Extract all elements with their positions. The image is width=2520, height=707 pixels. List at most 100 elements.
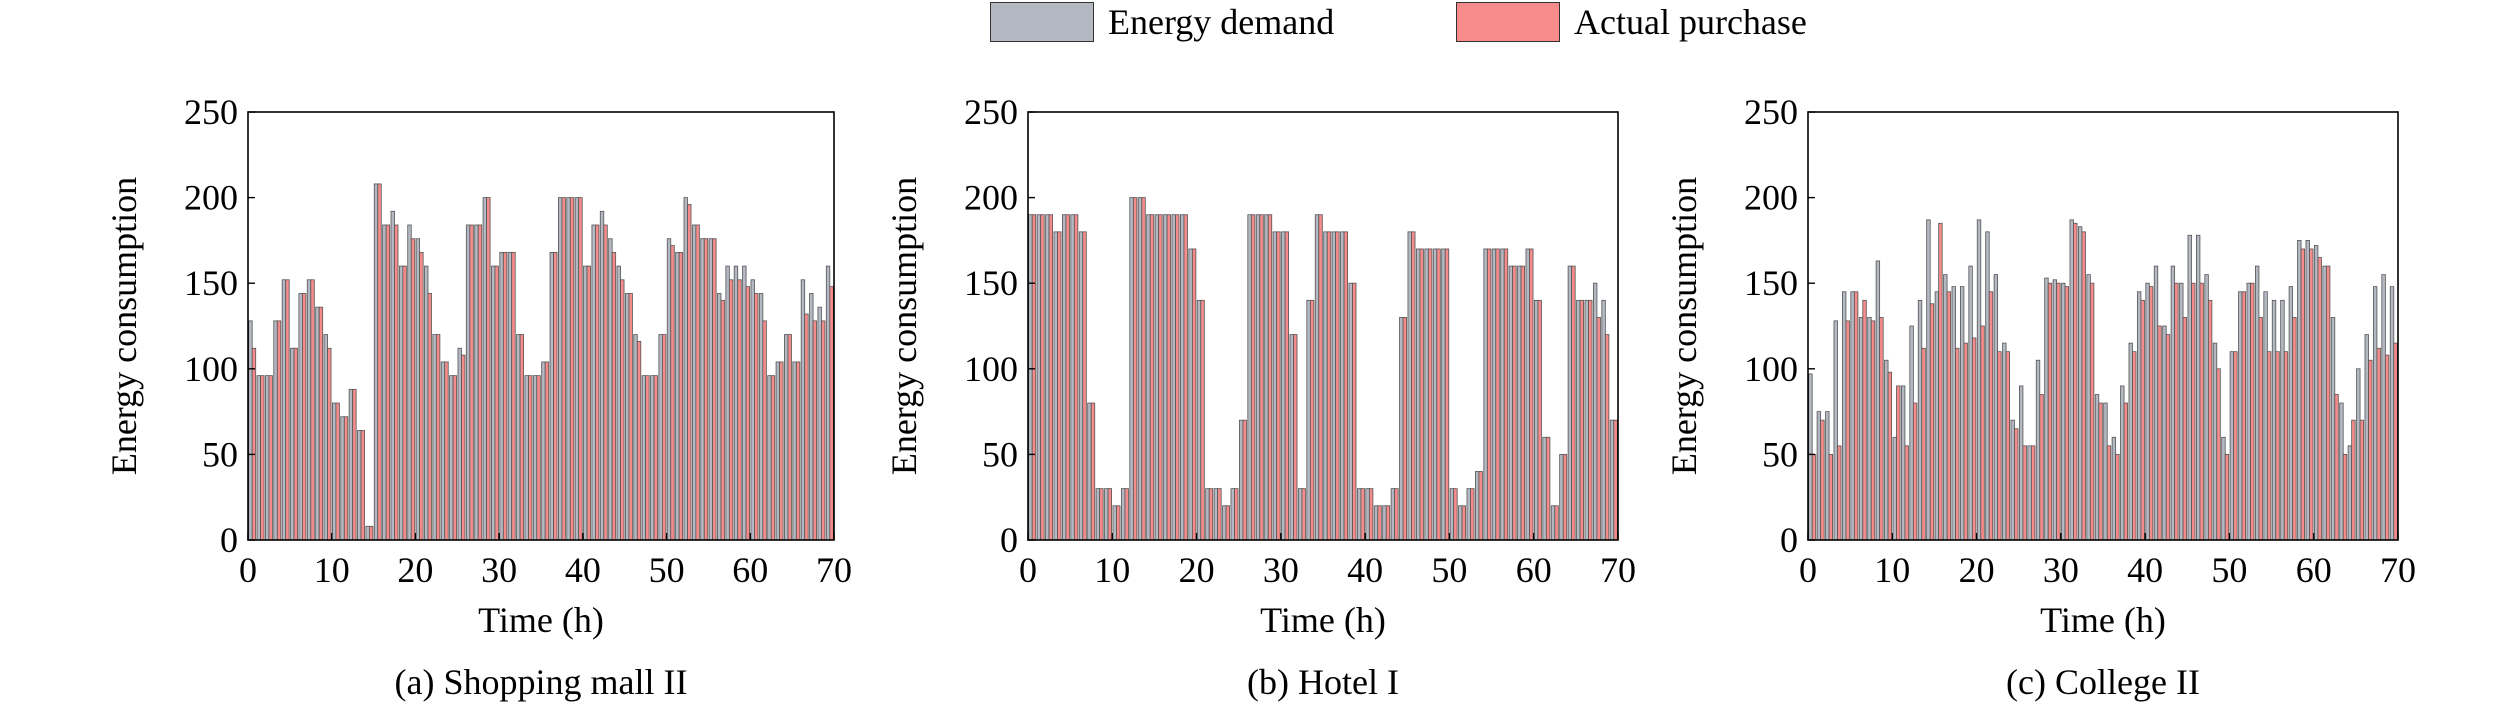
bar-demand bbox=[440, 361, 446, 541]
x-tick-label: 70 bbox=[816, 550, 852, 590]
bar-purchase bbox=[511, 251, 516, 541]
bar-purchase bbox=[1478, 471, 1483, 541]
bar-purchase bbox=[1259, 214, 1264, 541]
bar-purchase bbox=[687, 204, 692, 541]
bar-purchase bbox=[343, 416, 349, 541]
bar-demand bbox=[2027, 445, 2032, 541]
bar-purchase bbox=[1124, 488, 1129, 541]
bar-purchase bbox=[1537, 299, 1542, 541]
bar-demand bbox=[2044, 277, 2049, 541]
bar-purchase bbox=[1225, 505, 1231, 541]
y-tick-label: 0 bbox=[1780, 520, 1798, 560]
bar-purchase bbox=[821, 320, 826, 541]
bar-purchase bbox=[2300, 248, 2306, 541]
bar-purchase bbox=[1436, 248, 1441, 541]
bar-purchase bbox=[1520, 265, 1526, 541]
bar-purchase bbox=[1242, 419, 1247, 541]
y-tick-label: 150 bbox=[964, 263, 1018, 303]
bar-purchase bbox=[628, 293, 633, 541]
bar-demand bbox=[1892, 436, 1897, 541]
bar-purchase bbox=[1360, 488, 1365, 541]
bar-demand bbox=[1584, 299, 1589, 541]
bar-demand bbox=[1205, 488, 1210, 541]
bar-purchase bbox=[1971, 337, 1977, 541]
bar-demand bbox=[742, 265, 747, 541]
bar-demand bbox=[1432, 248, 1438, 541]
bar-purchase bbox=[1099, 488, 1104, 541]
bar-demand bbox=[290, 347, 295, 541]
bar-demand bbox=[2229, 351, 2235, 541]
bar-purchase bbox=[561, 197, 566, 541]
bar-demand bbox=[566, 197, 571, 541]
bar-demand bbox=[449, 375, 454, 541]
bar-demand bbox=[331, 402, 337, 541]
bar-purchase bbox=[1571, 265, 1576, 541]
bar-purchase bbox=[1107, 488, 1113, 541]
bar-purchase bbox=[1938, 222, 1943, 541]
bar-demand bbox=[784, 334, 789, 541]
y-tick-label: 250 bbox=[1744, 92, 1798, 132]
x-tick-label: 40 bbox=[1347, 550, 1383, 590]
bar-demand bbox=[390, 210, 395, 541]
bar-purchase bbox=[1453, 488, 1458, 541]
bar-purchase bbox=[2165, 334, 2171, 541]
bar-demand bbox=[524, 375, 529, 541]
x-tick-label: 30 bbox=[1263, 550, 1299, 590]
bar-purchase bbox=[603, 224, 608, 541]
bar-demand bbox=[800, 279, 806, 541]
bar-demand bbox=[1213, 488, 1219, 541]
bar-demand bbox=[2018, 385, 2024, 541]
bar-demand bbox=[1331, 231, 1337, 541]
x-tick-label: 20 bbox=[1959, 550, 1995, 590]
x-tick-label: 30 bbox=[481, 550, 517, 590]
bar-demand bbox=[817, 306, 822, 541]
bar-demand bbox=[1825, 411, 1830, 541]
bar-demand bbox=[1365, 488, 1370, 541]
bar-demand bbox=[323, 334, 328, 541]
bar-demand bbox=[758, 293, 764, 541]
bar-demand bbox=[2094, 394, 2100, 541]
bar-demand bbox=[708, 238, 714, 541]
bar-purchase bbox=[829, 286, 834, 541]
bar-demand bbox=[1576, 299, 1581, 541]
bar-purchase bbox=[327, 347, 332, 541]
bar-purchase bbox=[536, 375, 541, 541]
bar-demand bbox=[1976, 219, 1982, 541]
bar-purchase bbox=[385, 224, 391, 541]
x-tick-label: 40 bbox=[565, 550, 601, 590]
bar-demand bbox=[315, 306, 320, 541]
x-tick-label: 70 bbox=[1600, 550, 1636, 590]
y-tick-label: 200 bbox=[184, 178, 238, 218]
bar-purchase bbox=[661, 334, 667, 541]
bar-purchase bbox=[1820, 419, 1825, 541]
bar-purchase bbox=[2047, 282, 2053, 541]
bar-purchase bbox=[1554, 505, 1559, 541]
y-axis-label: Energy consumption bbox=[884, 177, 924, 475]
bar-purchase bbox=[695, 224, 700, 541]
bar-demand bbox=[1816, 411, 1822, 541]
bar-demand bbox=[382, 224, 387, 541]
bar-purchase bbox=[1870, 320, 1876, 541]
bar-demand bbox=[2322, 265, 2327, 541]
bar-demand bbox=[2179, 282, 2184, 541]
bar-demand bbox=[1163, 214, 1168, 541]
bar-demand bbox=[1909, 325, 1914, 541]
bar-demand bbox=[1441, 248, 1446, 541]
x-axis-label: Time (h) bbox=[2040, 600, 2166, 640]
bar-demand bbox=[1968, 265, 1973, 541]
bar-demand bbox=[1841, 291, 1847, 541]
x-tick-label: 30 bbox=[2043, 550, 2079, 590]
bar-purchase bbox=[1293, 334, 1298, 541]
bar-demand bbox=[1070, 214, 1075, 541]
chart-panel-3: 0 10 20 30 40 50 60 70 0 50 100 150 200 250 Time (h) En… bbox=[1664, 92, 2416, 702]
bar-demand bbox=[1884, 359, 1889, 541]
bar-purchase bbox=[2005, 351, 2011, 541]
x-tick-label: 0 bbox=[239, 550, 257, 590]
bar-demand bbox=[1415, 248, 1421, 541]
bar-purchase bbox=[653, 375, 658, 541]
bar-demand bbox=[516, 334, 521, 541]
bar-demand bbox=[2297, 239, 2302, 541]
bar-demand bbox=[1137, 197, 1143, 541]
bar-demand bbox=[1188, 248, 1193, 541]
bar-purchase bbox=[1904, 445, 1909, 541]
